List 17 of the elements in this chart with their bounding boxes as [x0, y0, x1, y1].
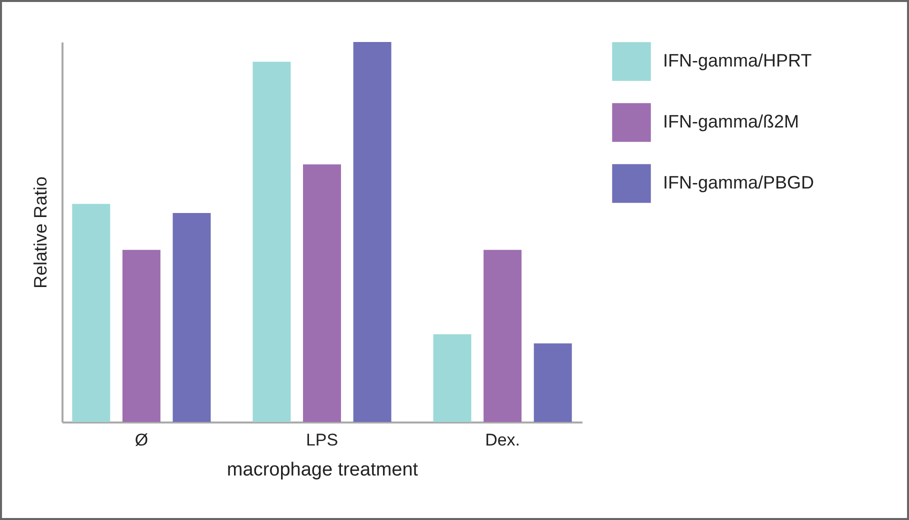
- x-tick-label: LPS: [306, 430, 338, 450]
- x-axis-title: macrophage treatment: [226, 460, 419, 480]
- bar: [252, 62, 291, 422]
- x-tick-label: Dex.: [485, 430, 520, 450]
- bar: [172, 213, 211, 422]
- legend-label: IFN-gamma/HPRT: [663, 50, 812, 70]
- bar: [122, 250, 160, 422]
- bar: [484, 250, 522, 422]
- bar: [534, 343, 572, 422]
- bar: [303, 164, 341, 422]
- legend-label: IFN-gamma/ß2M: [663, 112, 800, 132]
- bar: [433, 334, 472, 422]
- bar: [72, 204, 110, 422]
- legend-label: IFN-gamma/PBGD: [663, 172, 814, 192]
- bar: [353, 42, 392, 422]
- y-axis-title: Relative Ratio: [30, 176, 50, 289]
- x-tick-label: Ø: [134, 430, 148, 450]
